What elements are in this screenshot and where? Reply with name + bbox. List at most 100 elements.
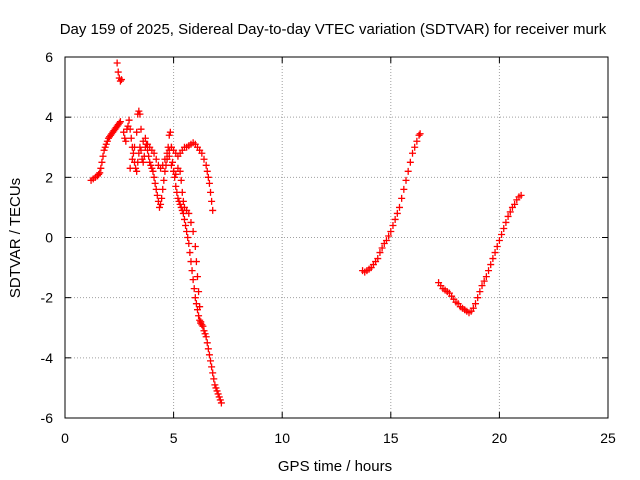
data-point	[145, 152, 153, 160]
data-point	[135, 107, 143, 115]
data-point	[165, 152, 173, 160]
data-point	[213, 387, 221, 395]
data-point	[201, 330, 209, 338]
data-point	[113, 59, 121, 67]
data-point	[116, 77, 124, 85]
data-point	[404, 167, 412, 175]
data-point	[120, 128, 128, 136]
data-series	[87, 59, 525, 407]
data-point	[398, 194, 406, 202]
data-point	[378, 244, 386, 252]
data-point	[97, 164, 105, 172]
data-point	[402, 176, 410, 184]
data-point	[389, 221, 397, 229]
data-point	[485, 267, 493, 275]
data-point	[166, 128, 174, 136]
data-point	[406, 158, 414, 166]
data-point	[192, 300, 200, 308]
data-point	[167, 161, 175, 169]
x-axis-ticks: 0 5 10 15 20 25	[61, 57, 616, 446]
data-point	[178, 188, 186, 196]
data-point	[214, 390, 222, 398]
data-point	[413, 137, 421, 145]
data-point	[489, 255, 497, 263]
data-point	[416, 130, 424, 138]
data-point	[177, 176, 185, 184]
data-point	[474, 294, 482, 302]
data-point	[147, 161, 155, 169]
data-point	[122, 137, 130, 145]
data-point	[472, 300, 480, 308]
data-point	[205, 351, 213, 359]
y-axis-label: SDTVAR / TECUs	[7, 178, 24, 298]
y-tick-label: -6	[41, 410, 54, 426]
data-point	[495, 237, 503, 245]
data-point	[197, 318, 205, 326]
data-point	[136, 110, 144, 118]
data-point	[498, 230, 506, 238]
data-point	[491, 249, 499, 257]
data-point	[150, 149, 158, 157]
x-tick-label: 15	[383, 430, 399, 446]
data-point	[100, 146, 108, 154]
data-point	[200, 327, 208, 335]
data-point	[152, 185, 160, 193]
data-point	[161, 167, 169, 175]
data-point	[179, 197, 187, 205]
data-point	[211, 381, 219, 389]
data-point	[487, 261, 495, 269]
data-point	[387, 227, 395, 235]
data-point	[504, 212, 512, 220]
data-point	[186, 249, 194, 257]
data-point	[469, 304, 477, 312]
data-point	[411, 143, 419, 151]
data-point	[208, 197, 216, 205]
data-point	[185, 209, 193, 217]
data-point	[171, 173, 179, 181]
data-point	[189, 276, 197, 284]
series-pass-3	[435, 191, 525, 317]
data-point	[151, 179, 159, 187]
data-point	[101, 143, 109, 151]
data-point	[117, 76, 125, 84]
data-point	[137, 146, 145, 154]
data-point	[103, 137, 111, 145]
data-point	[196, 316, 204, 324]
data-point	[128, 155, 136, 163]
data-point	[204, 173, 212, 181]
y-tick-label: 2	[45, 169, 53, 185]
data-point	[517, 191, 525, 199]
data-point	[209, 206, 217, 214]
data-point	[148, 164, 156, 172]
data-point	[114, 68, 122, 76]
data-point	[198, 149, 206, 157]
data-point	[158, 194, 166, 202]
chart-title: Day 159 of 2025, Sidereal Day-to-day VTE…	[60, 21, 607, 38]
data-point	[191, 243, 199, 251]
data-point	[176, 167, 184, 175]
data-point	[500, 224, 508, 232]
data-point	[207, 188, 215, 196]
grid	[65, 57, 608, 418]
data-point	[203, 167, 211, 175]
x-tick-label: 0	[61, 430, 69, 446]
data-point	[133, 128, 141, 136]
y-tick-label: 0	[45, 230, 53, 246]
data-point	[215, 393, 223, 401]
data-point	[205, 179, 213, 187]
data-point	[195, 288, 203, 296]
data-point	[391, 215, 399, 223]
data-point	[157, 200, 165, 208]
data-point	[139, 158, 147, 166]
data-point	[174, 194, 182, 202]
data-point	[182, 221, 190, 229]
data-point	[506, 208, 514, 216]
data-point	[199, 322, 207, 330]
data-point	[150, 173, 158, 181]
data-point	[395, 203, 403, 211]
data-point	[212, 384, 220, 392]
data-point	[207, 357, 215, 365]
data-point	[116, 118, 124, 126]
data-point	[152, 155, 160, 163]
